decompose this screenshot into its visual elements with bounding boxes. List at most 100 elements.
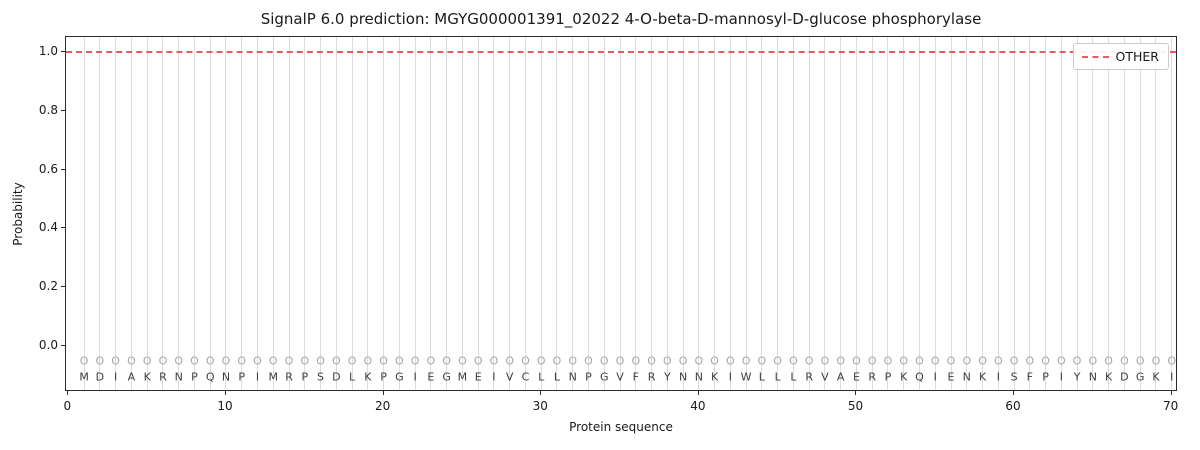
residue-prediction-marker: O bbox=[331, 354, 341, 368]
residue-letter: Q bbox=[915, 370, 924, 384]
residue-letter: P bbox=[380, 370, 387, 384]
residue-prediction-marker: O bbox=[773, 354, 782, 368]
residue-prediction-marker: O bbox=[584, 354, 593, 368]
residue-letter: A bbox=[127, 370, 136, 384]
residue-letter: V bbox=[821, 370, 829, 384]
residue-gridline bbox=[714, 37, 716, 390]
residue-gridline bbox=[966, 37, 968, 390]
residue-letter: L bbox=[538, 370, 545, 384]
residue-letter: I bbox=[996, 370, 1000, 384]
residue-prediction-marker: O bbox=[395, 354, 404, 368]
residue-prediction-marker: O bbox=[978, 354, 987, 368]
residue-gridline bbox=[83, 37, 85, 390]
residue-prediction-marker: O bbox=[962, 354, 972, 368]
residue-gridline bbox=[745, 37, 747, 390]
residue-letter: K bbox=[364, 370, 372, 384]
residue-gridline bbox=[162, 37, 164, 390]
residue-letter: R bbox=[159, 370, 167, 384]
residue-gridline bbox=[1076, 37, 1078, 390]
residue-gridline bbox=[635, 37, 637, 390]
residue-gridline bbox=[1171, 37, 1173, 390]
residue-prediction-marker: O bbox=[899, 354, 909, 368]
x-tick-mark bbox=[855, 391, 857, 395]
y-tick-mark bbox=[61, 345, 65, 347]
residue-prediction-marker: O bbox=[379, 354, 388, 368]
residue-prediction-marker: O bbox=[883, 354, 893, 368]
residue-gridline bbox=[130, 37, 132, 390]
residue-letter: I bbox=[1170, 370, 1174, 384]
residue-gridline bbox=[398, 37, 400, 390]
residue-prediction-marker: O bbox=[268, 354, 278, 368]
residue-gridline bbox=[272, 37, 274, 390]
residue-gridline bbox=[1013, 37, 1015, 390]
residue-gridline bbox=[729, 37, 731, 390]
residue-letter: N bbox=[1088, 370, 1097, 384]
other-probability-line bbox=[66, 50, 1176, 53]
residue-gridline bbox=[950, 37, 952, 390]
residue-prediction-marker: O bbox=[521, 354, 530, 368]
residue-prediction-marker: O bbox=[410, 354, 420, 368]
x-tick-mark bbox=[1170, 391, 1172, 395]
residue-letter: K bbox=[1105, 370, 1113, 384]
residue-letter: D bbox=[332, 370, 341, 384]
residue-gridline bbox=[178, 37, 180, 390]
residue-gridline bbox=[840, 37, 842, 390]
residue-prediction-marker: O bbox=[852, 354, 861, 368]
residue-letter: D bbox=[95, 370, 105, 384]
y-tick-label: 0.6 bbox=[38, 161, 58, 176]
residue-prediction-marker: O bbox=[726, 354, 735, 368]
residue-gridline bbox=[461, 37, 463, 390]
residue-prediction-marker: O bbox=[993, 354, 1003, 368]
chart-title: SignalP 6.0 prediction: MGYG000001391_02… bbox=[260, 10, 982, 28]
residue-prediction-marker: O bbox=[946, 354, 956, 368]
residue-gridline bbox=[1092, 37, 1094, 390]
residue-gridline bbox=[493, 37, 495, 390]
residue-prediction-marker: O bbox=[1025, 354, 1035, 368]
residue-prediction-marker: O bbox=[442, 354, 451, 368]
residue-letter: E bbox=[852, 370, 860, 384]
residue-gridline bbox=[855, 37, 857, 390]
residue-gridline bbox=[320, 37, 322, 390]
x-tick-label: 50 bbox=[847, 399, 864, 413]
residue-gridline bbox=[556, 37, 558, 390]
residue-prediction-marker: O bbox=[552, 354, 562, 368]
residue-gridline bbox=[509, 37, 511, 390]
x-tick-label: 40 bbox=[690, 399, 706, 413]
residue-letter: L bbox=[348, 370, 356, 384]
residue-letter: M bbox=[457, 370, 468, 384]
residue-letter: N bbox=[694, 370, 703, 384]
residue-letter: M bbox=[79, 370, 89, 384]
residue-gridline bbox=[824, 37, 826, 390]
residue-prediction-marker: O bbox=[221, 354, 231, 368]
residue-letter: N bbox=[174, 370, 183, 384]
residue-letter: F bbox=[1026, 370, 1033, 384]
residue-letter: Y bbox=[1073, 370, 1081, 384]
residue-letter: K bbox=[143, 370, 151, 384]
x-tick-label: 0 bbox=[63, 399, 72, 413]
residue-letter: K bbox=[710, 370, 719, 384]
residue-letter: R bbox=[647, 370, 656, 384]
x-tick-label: 60 bbox=[1005, 399, 1021, 413]
residue-letter: W bbox=[740, 370, 752, 384]
residue-letter: I bbox=[1059, 370, 1063, 384]
residue-letter: I bbox=[933, 370, 937, 384]
residue-letter: E bbox=[947, 370, 955, 384]
residue-gridline bbox=[682, 37, 684, 390]
residue-gridline bbox=[335, 37, 337, 390]
residue-letter: I bbox=[728, 370, 732, 384]
residue-letter: L bbox=[553, 370, 561, 384]
residue-prediction-marker: O bbox=[615, 354, 625, 368]
residue-prediction-marker: O bbox=[1120, 354, 1129, 368]
x-tick-mark bbox=[1013, 391, 1015, 395]
residue-letter: K bbox=[1152, 370, 1160, 384]
residue-letter: L bbox=[790, 370, 797, 384]
residue-letter: I bbox=[114, 370, 118, 384]
y-tick-label: 0.2 bbox=[38, 279, 58, 294]
residue-letter: K bbox=[900, 370, 908, 384]
residue-prediction-marker: O bbox=[363, 354, 373, 368]
residue-gridline bbox=[540, 37, 542, 390]
residue-prediction-marker: O bbox=[347, 354, 357, 368]
y-tick-mark bbox=[61, 109, 65, 111]
residue-prediction-marker: O bbox=[694, 354, 704, 368]
residue-letter: N bbox=[221, 370, 231, 384]
